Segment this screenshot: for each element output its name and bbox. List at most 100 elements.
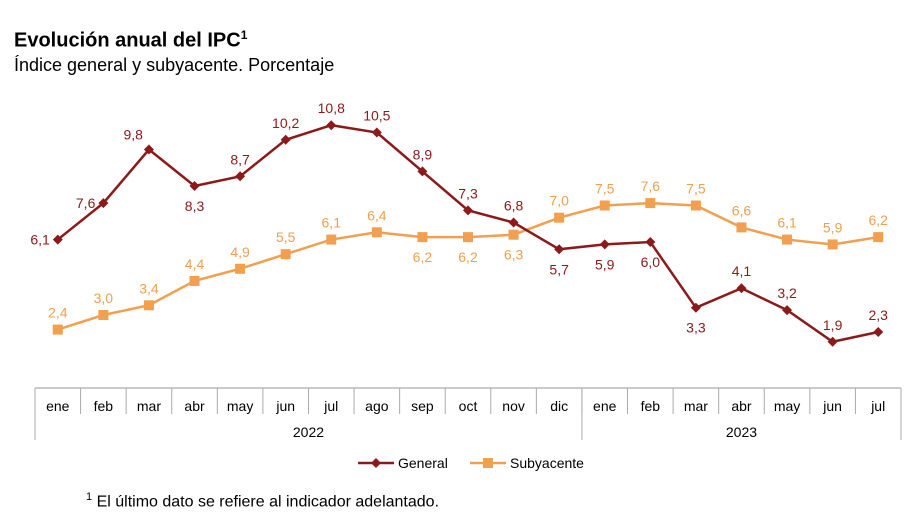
data-point-general: [645, 237, 656, 247]
data-label: 7,5: [686, 181, 706, 197]
data-label: 6,1: [777, 215, 797, 231]
x-tick-label: oct: [459, 398, 478, 414]
data-point-general: [782, 305, 793, 316]
data-label: 6,8: [504, 198, 524, 214]
data-point-general: [143, 144, 154, 155]
data-point-subyacente: [827, 239, 838, 250]
x-tick-label: ene: [593, 398, 617, 414]
data-label: 5,9: [595, 256, 615, 272]
x-tick-label: nov: [502, 398, 525, 414]
x-tick-label: abr: [731, 398, 752, 414]
data-label: 6,2: [413, 249, 433, 265]
data-label: 8,3: [185, 198, 205, 214]
x-tick-label: jul: [323, 398, 338, 414]
data-point-general: [189, 181, 200, 192]
data-point-subyacente: [782, 234, 793, 245]
data-label: 10,8: [318, 100, 345, 116]
data-label: 2,3: [868, 307, 888, 323]
data-point-general: [508, 217, 519, 228]
year-label: 2022: [293, 424, 324, 440]
x-tick-label: may: [227, 398, 253, 414]
data-label: 8,7: [230, 151, 250, 167]
legend-marker-general: [371, 458, 381, 468]
series-line-subyacente: [57, 201, 879, 331]
data-label: 8,9: [413, 146, 433, 162]
data-point-general: [280, 134, 291, 145]
data-point-subyacente: [554, 212, 565, 223]
data-label: 1,9: [823, 317, 843, 333]
data-label: 7,6: [76, 195, 96, 211]
data-label: 4,4: [185, 256, 205, 272]
legend-label: Subyacente: [510, 455, 584, 471]
data-label: 7,3: [458, 185, 478, 201]
data-point-general: [599, 239, 610, 250]
data-point-subyacente: [417, 232, 428, 243]
data-point-subyacente: [98, 310, 109, 320]
data-label: 3,2: [777, 285, 797, 301]
data-point-subyacente: [235, 263, 246, 274]
x-tick-label: dic: [550, 398, 568, 414]
data-point-general: [827, 336, 838, 347]
x-tick-label: ene: [46, 398, 70, 414]
data-point-subyacente: [52, 324, 63, 335]
data-point-subyacente: [599, 200, 610, 211]
data-label: 6,6: [732, 202, 752, 218]
data-point-general: [463, 205, 473, 216]
data-point-general: [98, 198, 109, 209]
data-label: 5,7: [549, 261, 569, 277]
x-tick-label: jul: [870, 398, 885, 414]
data-label: 6,1: [322, 215, 342, 231]
data-point-general: [371, 127, 382, 138]
x-tick-label: mar: [684, 398, 708, 414]
legend-marker-subyacente: [483, 458, 493, 468]
x-tick-label: feb: [641, 398, 661, 414]
data-point-subyacente: [508, 229, 519, 240]
x-tick-label: jun: [822, 398, 842, 414]
data-label: 7,6: [641, 178, 661, 194]
data-label: 10,5: [363, 108, 390, 124]
data-label: 6,2: [868, 212, 888, 228]
data-point-subyacente: [873, 232, 884, 243]
data-point-subyacente: [326, 234, 337, 245]
x-tick-label: jun: [275, 398, 295, 414]
data-point-subyacente: [143, 300, 154, 311]
year-label: 2023: [726, 424, 757, 440]
data-point-general: [417, 166, 428, 177]
data-point-general: [235, 171, 246, 182]
data-label: 2,4: [48, 305, 68, 321]
data-point-subyacente: [189, 275, 200, 286]
data-label: 4,9: [230, 244, 250, 260]
chart-subtitle: Índice general y subyacente. Porcentaje: [14, 55, 335, 75]
x-tick-label: sep: [411, 398, 434, 414]
x-tick-label: mar: [137, 398, 161, 414]
x-tick-label: abr: [184, 398, 205, 414]
data-point-general: [52, 234, 63, 245]
data-point-general: [873, 327, 884, 338]
data-label: 9,8: [123, 127, 143, 143]
legend-label: General: [398, 455, 448, 471]
data-label: 6,1: [30, 232, 50, 248]
data-point-general: [736, 283, 747, 294]
data-label: 5,5: [276, 229, 296, 245]
data-label: 7,0: [549, 193, 569, 209]
data-label: 4,1: [732, 263, 752, 279]
data-point-subyacente: [690, 200, 701, 211]
data-point-subyacente: [280, 249, 291, 260]
chart-title: Evolución anual del IPC1: [14, 28, 248, 52]
data-label: 3,3: [686, 320, 706, 336]
data-label: 6,0: [641, 254, 661, 270]
data-label: 7,5: [595, 181, 615, 197]
data-point-subyacente: [645, 198, 656, 209]
data-label: 3,0: [94, 290, 114, 306]
data-label: 6,4: [367, 207, 387, 223]
data-point-subyacente: [463, 232, 473, 243]
x-tick-label: may: [774, 398, 800, 414]
x-tick-label: feb: [94, 398, 114, 414]
data-point-general: [326, 120, 337, 131]
data-label: 5,9: [823, 219, 843, 235]
data-point-subyacente: [736, 222, 747, 233]
data-label: 3,4: [139, 280, 159, 296]
data-point-general: [554, 244, 565, 255]
x-tick-label: ago: [365, 398, 389, 414]
